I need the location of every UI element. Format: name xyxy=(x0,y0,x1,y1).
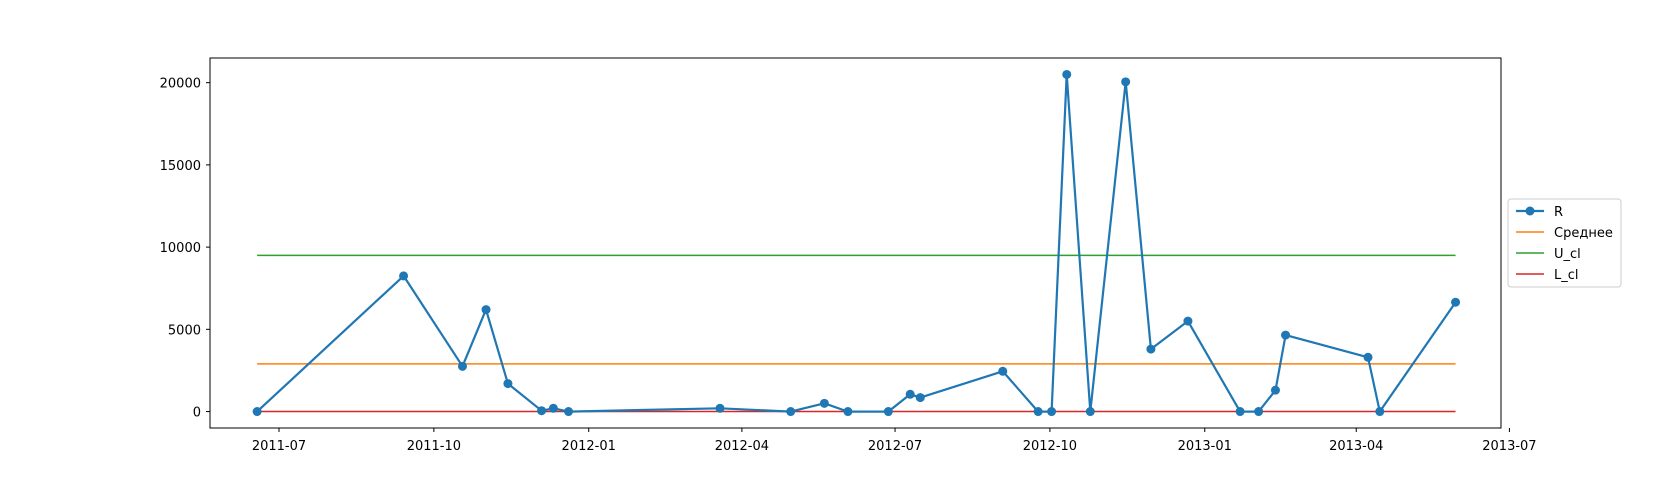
data-point xyxy=(1183,316,1193,326)
legend-label: L_cl xyxy=(1554,268,1579,283)
data-point xyxy=(1235,407,1245,417)
series-markers xyxy=(252,69,1461,417)
data-point xyxy=(915,393,925,403)
x-tick-label: 2012-07 xyxy=(868,439,922,454)
data-point xyxy=(1047,407,1057,417)
y-tick-label: 5000 xyxy=(168,323,201,338)
y-tick-label: 15000 xyxy=(160,159,201,174)
data-point xyxy=(1451,297,1461,307)
data-point xyxy=(399,271,409,281)
x-axis: 2011-07 2011-10 2012-01 2012-04 2012-07 2012-… xyxy=(252,428,1537,454)
legend-label: Среднее xyxy=(1554,226,1613,241)
data-point xyxy=(457,361,467,371)
data-point xyxy=(883,407,893,417)
data-point xyxy=(548,403,558,413)
data-point xyxy=(1121,77,1131,87)
x-tick-label: 2011-10 xyxy=(407,439,461,454)
legend-frame xyxy=(1507,198,1622,288)
data-point xyxy=(1270,385,1280,395)
y-axis: 0 5000 10000 15000 20000 xyxy=(160,77,210,421)
x-tick-label: 2012-10 xyxy=(1023,439,1077,454)
data-point xyxy=(1254,407,1264,417)
data-point xyxy=(1033,407,1043,417)
data-point xyxy=(1146,344,1156,354)
y-tick-label: 10000 xyxy=(160,241,201,256)
data-point xyxy=(537,406,547,416)
legend-label: U_cl xyxy=(1554,247,1581,262)
y-tick-label: 0 xyxy=(193,406,201,421)
data-point xyxy=(786,407,796,417)
legend-label: R xyxy=(1554,205,1563,220)
x-tick-label: 2012-01 xyxy=(562,439,616,454)
data-point xyxy=(905,389,915,399)
data-point xyxy=(819,398,829,408)
x-tick-label: 2011-07 xyxy=(252,439,306,454)
plot-area-frame xyxy=(209,57,1502,429)
data-point xyxy=(1375,407,1385,417)
y-tick-label: 20000 xyxy=(160,77,201,92)
legend-marker-R xyxy=(1525,206,1535,216)
data-point xyxy=(998,366,1008,376)
data-point xyxy=(503,379,513,389)
series-lines xyxy=(256,73,1457,413)
x-tick-label: 2013-07 xyxy=(1482,439,1536,454)
series-line-R xyxy=(256,73,1457,413)
x-tick-label: 2012-04 xyxy=(715,439,769,454)
data-point xyxy=(715,403,725,413)
data-point xyxy=(252,407,262,417)
data-point xyxy=(1062,69,1072,79)
data-point xyxy=(481,305,491,315)
legend: R Среднее U_cl L_cl xyxy=(1507,198,1622,288)
data-point xyxy=(1085,407,1095,417)
data-point xyxy=(1363,352,1373,362)
x-tick-label: 2013-01 xyxy=(1178,439,1232,454)
data-point xyxy=(1281,330,1291,340)
data-point xyxy=(564,407,574,417)
x-tick-label: 2013-04 xyxy=(1329,439,1383,454)
data-point xyxy=(843,407,853,417)
